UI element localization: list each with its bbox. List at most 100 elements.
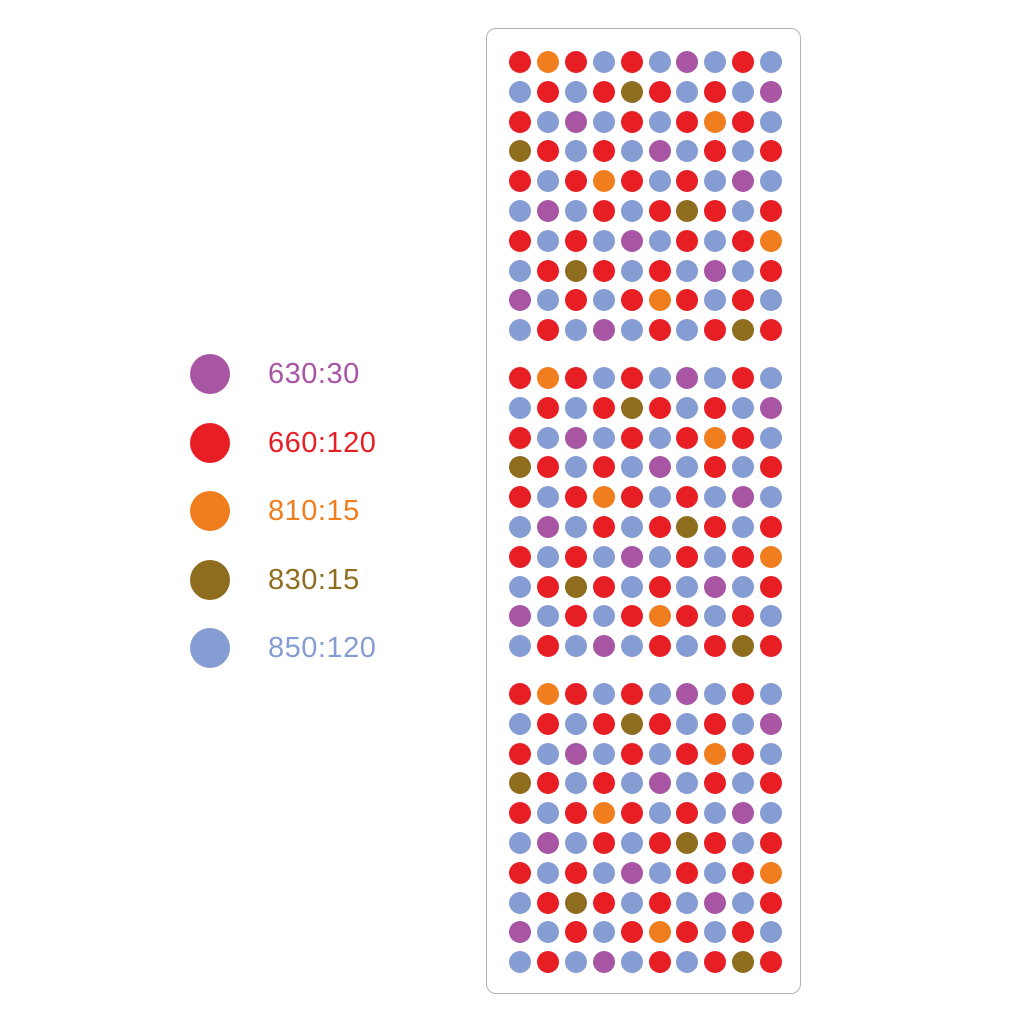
- dot-660: [676, 426, 699, 449]
- dot-810: [536, 367, 559, 389]
- dot-660: [564, 921, 587, 944]
- dot-660: [676, 605, 699, 628]
- dot-850: [509, 575, 531, 598]
- dot-850: [536, 861, 559, 884]
- dot-660: [620, 486, 643, 509]
- dot-810: [648, 921, 671, 944]
- dot-660: [536, 635, 559, 658]
- dot-660: [760, 200, 783, 222]
- dot-660: [760, 516, 783, 538]
- dot-660: [564, 605, 587, 628]
- dot-850: [732, 772, 755, 795]
- dot-630: [620, 861, 643, 884]
- dot-660: [648, 80, 671, 103]
- dot-850: [648, 170, 671, 193]
- dot-850: [620, 575, 643, 598]
- dot-850: [592, 426, 615, 449]
- dot-660: [620, 170, 643, 193]
- dot-660: [620, 802, 643, 825]
- dot-850: [592, 861, 615, 884]
- dot-630: [536, 516, 559, 538]
- dot-810: [704, 426, 727, 449]
- dot-850: [592, 545, 615, 568]
- legend-label: 660:120: [268, 427, 377, 459]
- dot-660: [592, 832, 615, 854]
- dot-850: [536, 742, 559, 765]
- dot-830: [732, 951, 755, 974]
- dot-660: [509, 802, 531, 825]
- dot-850: [592, 289, 615, 312]
- dot-660: [536, 772, 559, 795]
- dot-850: [536, 921, 559, 944]
- dot-660: [732, 426, 755, 449]
- dot-850: [732, 80, 755, 103]
- legend-label: 830:15: [268, 564, 360, 596]
- dot-850: [564, 456, 587, 479]
- dot-830: [509, 772, 531, 795]
- dot-850: [536, 289, 559, 312]
- dot-630: [676, 51, 699, 73]
- dot-850: [732, 712, 755, 735]
- dot-850: [536, 110, 559, 133]
- dot-660: [564, 802, 587, 825]
- dot-660: [620, 426, 643, 449]
- dot-850: [704, 170, 727, 193]
- dot-810: [592, 802, 615, 825]
- dot-850: [509, 200, 531, 222]
- legend-label: 810:15: [268, 495, 360, 527]
- dot-850: [620, 319, 643, 342]
- dot-660: [592, 200, 615, 222]
- dot-830: [620, 712, 643, 735]
- dot-830: [676, 200, 699, 222]
- dot-850: [620, 951, 643, 974]
- dot-850: [648, 426, 671, 449]
- dot-850: [509, 635, 531, 658]
- dot-850: [536, 229, 559, 252]
- dot-850: [536, 802, 559, 825]
- dot-660: [592, 712, 615, 735]
- dot-630: [592, 635, 615, 658]
- dot-850: [564, 200, 587, 222]
- dot-810: [536, 51, 559, 73]
- dot-660: [704, 456, 727, 479]
- dot-630: [732, 486, 755, 509]
- dot-630: [648, 140, 671, 163]
- dot-830: [732, 319, 755, 342]
- dot-630: [509, 289, 531, 312]
- dot-630: [592, 951, 615, 974]
- dot-810: [536, 683, 559, 705]
- dot-850: [509, 832, 531, 854]
- dot-660: [509, 51, 531, 73]
- dot-660: [648, 712, 671, 735]
- dot-630: [732, 802, 755, 825]
- dot-850: [732, 200, 755, 222]
- dot-630: [592, 319, 615, 342]
- dot-850: [648, 110, 671, 133]
- dot-850: [620, 891, 643, 914]
- dot-850: [536, 486, 559, 509]
- dot-850: [732, 575, 755, 598]
- dot-660: [704, 200, 727, 222]
- dot-830: [732, 635, 755, 658]
- dot-810: [704, 742, 727, 765]
- dot-850: [676, 951, 699, 974]
- dot-850: [760, 742, 783, 765]
- dot-660: [676, 229, 699, 252]
- dot-850: [732, 396, 755, 419]
- dot-660: [648, 259, 671, 282]
- dot-850: [620, 456, 643, 479]
- dot-660: [732, 289, 755, 312]
- dot-850: [620, 200, 643, 222]
- dot-850: [732, 516, 755, 538]
- dot-850: [648, 486, 671, 509]
- dot-850: [648, 861, 671, 884]
- dot-630: [648, 772, 671, 795]
- dot-850: [676, 575, 699, 598]
- dot-850: [648, 51, 671, 73]
- dot-660: [509, 229, 531, 252]
- dot-850: [592, 605, 615, 628]
- dot-660: [564, 170, 587, 193]
- legend-item-810: 810:15: [190, 489, 430, 533]
- dot-660: [648, 200, 671, 222]
- dot-630: [564, 110, 587, 133]
